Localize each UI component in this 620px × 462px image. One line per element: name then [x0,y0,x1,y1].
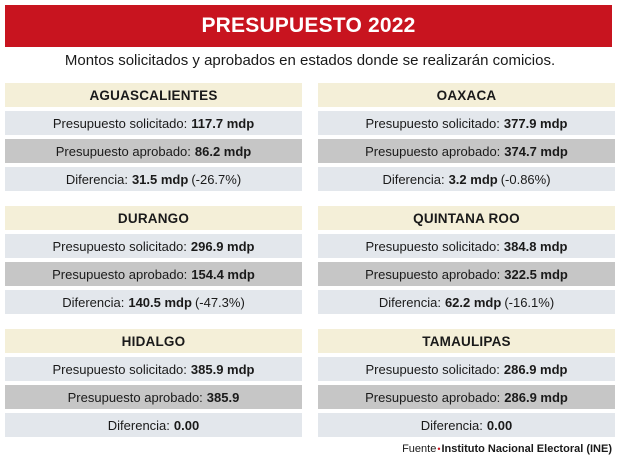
approved-value: 385.9 [206,389,240,405]
difference-value: 140.5 mdp [128,294,192,310]
difference-value: 31.5 mdp [131,171,189,187]
difference-percent: (-47.3%) [194,294,245,310]
state-card-quintana-roo: QUINTANA ROO Presupuesto solicitado: 384… [318,206,615,314]
difference-row: Diferencia: 0.00 [318,413,615,437]
state-card-hidalgo: HIDALGO Presupuesto solicitado: 385.9 md… [5,329,302,437]
difference-row: Diferencia: 3.2 mdp (-0.86%) [318,167,615,191]
approved-label: Presupuesto aprobado: [365,266,501,282]
approved-row: Presupuesto aprobado: 154.4 mdp [5,262,302,286]
requested-label: Presupuesto solicitado: [365,238,500,254]
difference-row: Diferencia: 31.5 mdp (-26.7%) [5,167,302,191]
requested-row: Presupuesto solicitado: 286.9 mdp [318,357,615,381]
source-organization: Instituto Nacional Electoral (INE) [441,443,612,455]
state-name: DURANGO [5,206,302,230]
difference-label: Diferencia: [378,294,441,310]
state-card-oaxaca: OAXACA Presupuesto solicitado: 377.9 mdp… [318,83,615,191]
source-credit: Fuente • Instituto Nacional Electoral (I… [402,441,612,457]
difference-row: Diferencia: 0.00 [5,413,302,437]
difference-label: Diferencia: [382,171,445,187]
approved-value: 286.9 mdp [504,389,568,405]
state-name: AGUASCALIENTES [5,83,302,107]
approved-label: Presupuesto aprobado: [67,389,203,405]
page-title: PRESUPUESTO 2022 [5,5,612,47]
difference-row: Diferencia: 62.2 mdp (-16.1%) [318,290,615,314]
difference-label: Diferencia: [420,417,483,433]
state-card-aguascalientes: AGUASCALIENTES Presupuesto solicitado: 1… [5,83,302,191]
difference-row: Diferencia: 140.5 mdp (-47.3%) [5,290,302,314]
requested-label: Presupuesto solicitado: [52,361,187,377]
approved-label: Presupuesto aprobado: [55,143,191,159]
requested-label: Presupuesto solicitado: [52,238,187,254]
source-label: Fuente [402,443,437,455]
requested-value: 377.9 mdp [503,115,568,131]
state-name: HIDALGO [5,329,302,353]
requested-row: Presupuesto solicitado: 377.9 mdp [318,111,615,135]
requested-row: Presupuesto solicitado: 385.9 mdp [5,357,302,381]
approved-value: 86.2 mdp [194,143,252,159]
state-card-tamaulipas: TAMAULIPAS Presupuesto solicitado: 286.9… [318,329,615,437]
bullet-separator: • [437,444,441,454]
requested-row: Presupuesto solicitado: 296.9 mdp [5,234,302,258]
approved-label: Presupuesto aprobado: [365,389,501,405]
state-card-durango: DURANGO Presupuesto solicitado: 296.9 md… [5,206,302,314]
requested-value: 296.9 mdp [190,238,255,254]
difference-value: 0.00 [486,417,513,433]
requested-label: Presupuesto solicitado: [365,115,500,131]
requested-row: Presupuesto solicitado: 117.7 mdp [5,111,302,135]
difference-percent: (-16.1%) [504,294,555,310]
difference-value: 62.2 mdp [444,294,502,310]
difference-percent: (-0.86%) [500,171,551,187]
approved-row: Presupuesto aprobado: 322.5 mdp [318,262,615,286]
difference-value: 0.00 [173,417,200,433]
approved-row: Presupuesto aprobado: 374.7 mdp [318,139,615,163]
approved-label: Presupuesto aprobado: [52,266,188,282]
difference-value: 3.2 mdp [448,171,498,187]
approved-row: Presupuesto aprobado: 286.9 mdp [318,385,615,409]
requested-value: 384.8 mdp [503,238,568,254]
requested-label: Presupuesto solicitado: [365,361,500,377]
requested-row: Presupuesto solicitado: 384.8 mdp [318,234,615,258]
requested-value: 385.9 mdp [190,361,255,377]
difference-label: Diferencia: [62,294,125,310]
requested-value: 117.7 mdp [191,115,255,131]
requested-label: Presupuesto solicitado: [52,115,188,131]
state-name: QUINTANA ROO [318,206,615,230]
approved-value: 154.4 mdp [191,266,255,282]
difference-percent: (-26.7%) [191,171,242,187]
state-name: TAMAULIPAS [318,329,615,353]
page-subtitle: Montos solicitados y aprobados en estado… [64,52,556,69]
difference-label: Diferencia: [107,417,170,433]
approved-label: Presupuesto aprobado: [365,143,501,159]
approved-row: Presupuesto aprobado: 385.9 [5,385,302,409]
requested-value: 286.9 mdp [503,361,568,377]
approved-value: 374.7 mdp [504,143,568,159]
approved-row: Presupuesto aprobado: 86.2 mdp [5,139,302,163]
approved-value: 322.5 mdp [504,266,568,282]
state-name: OAXACA [318,83,615,107]
difference-label: Diferencia: [65,171,128,187]
